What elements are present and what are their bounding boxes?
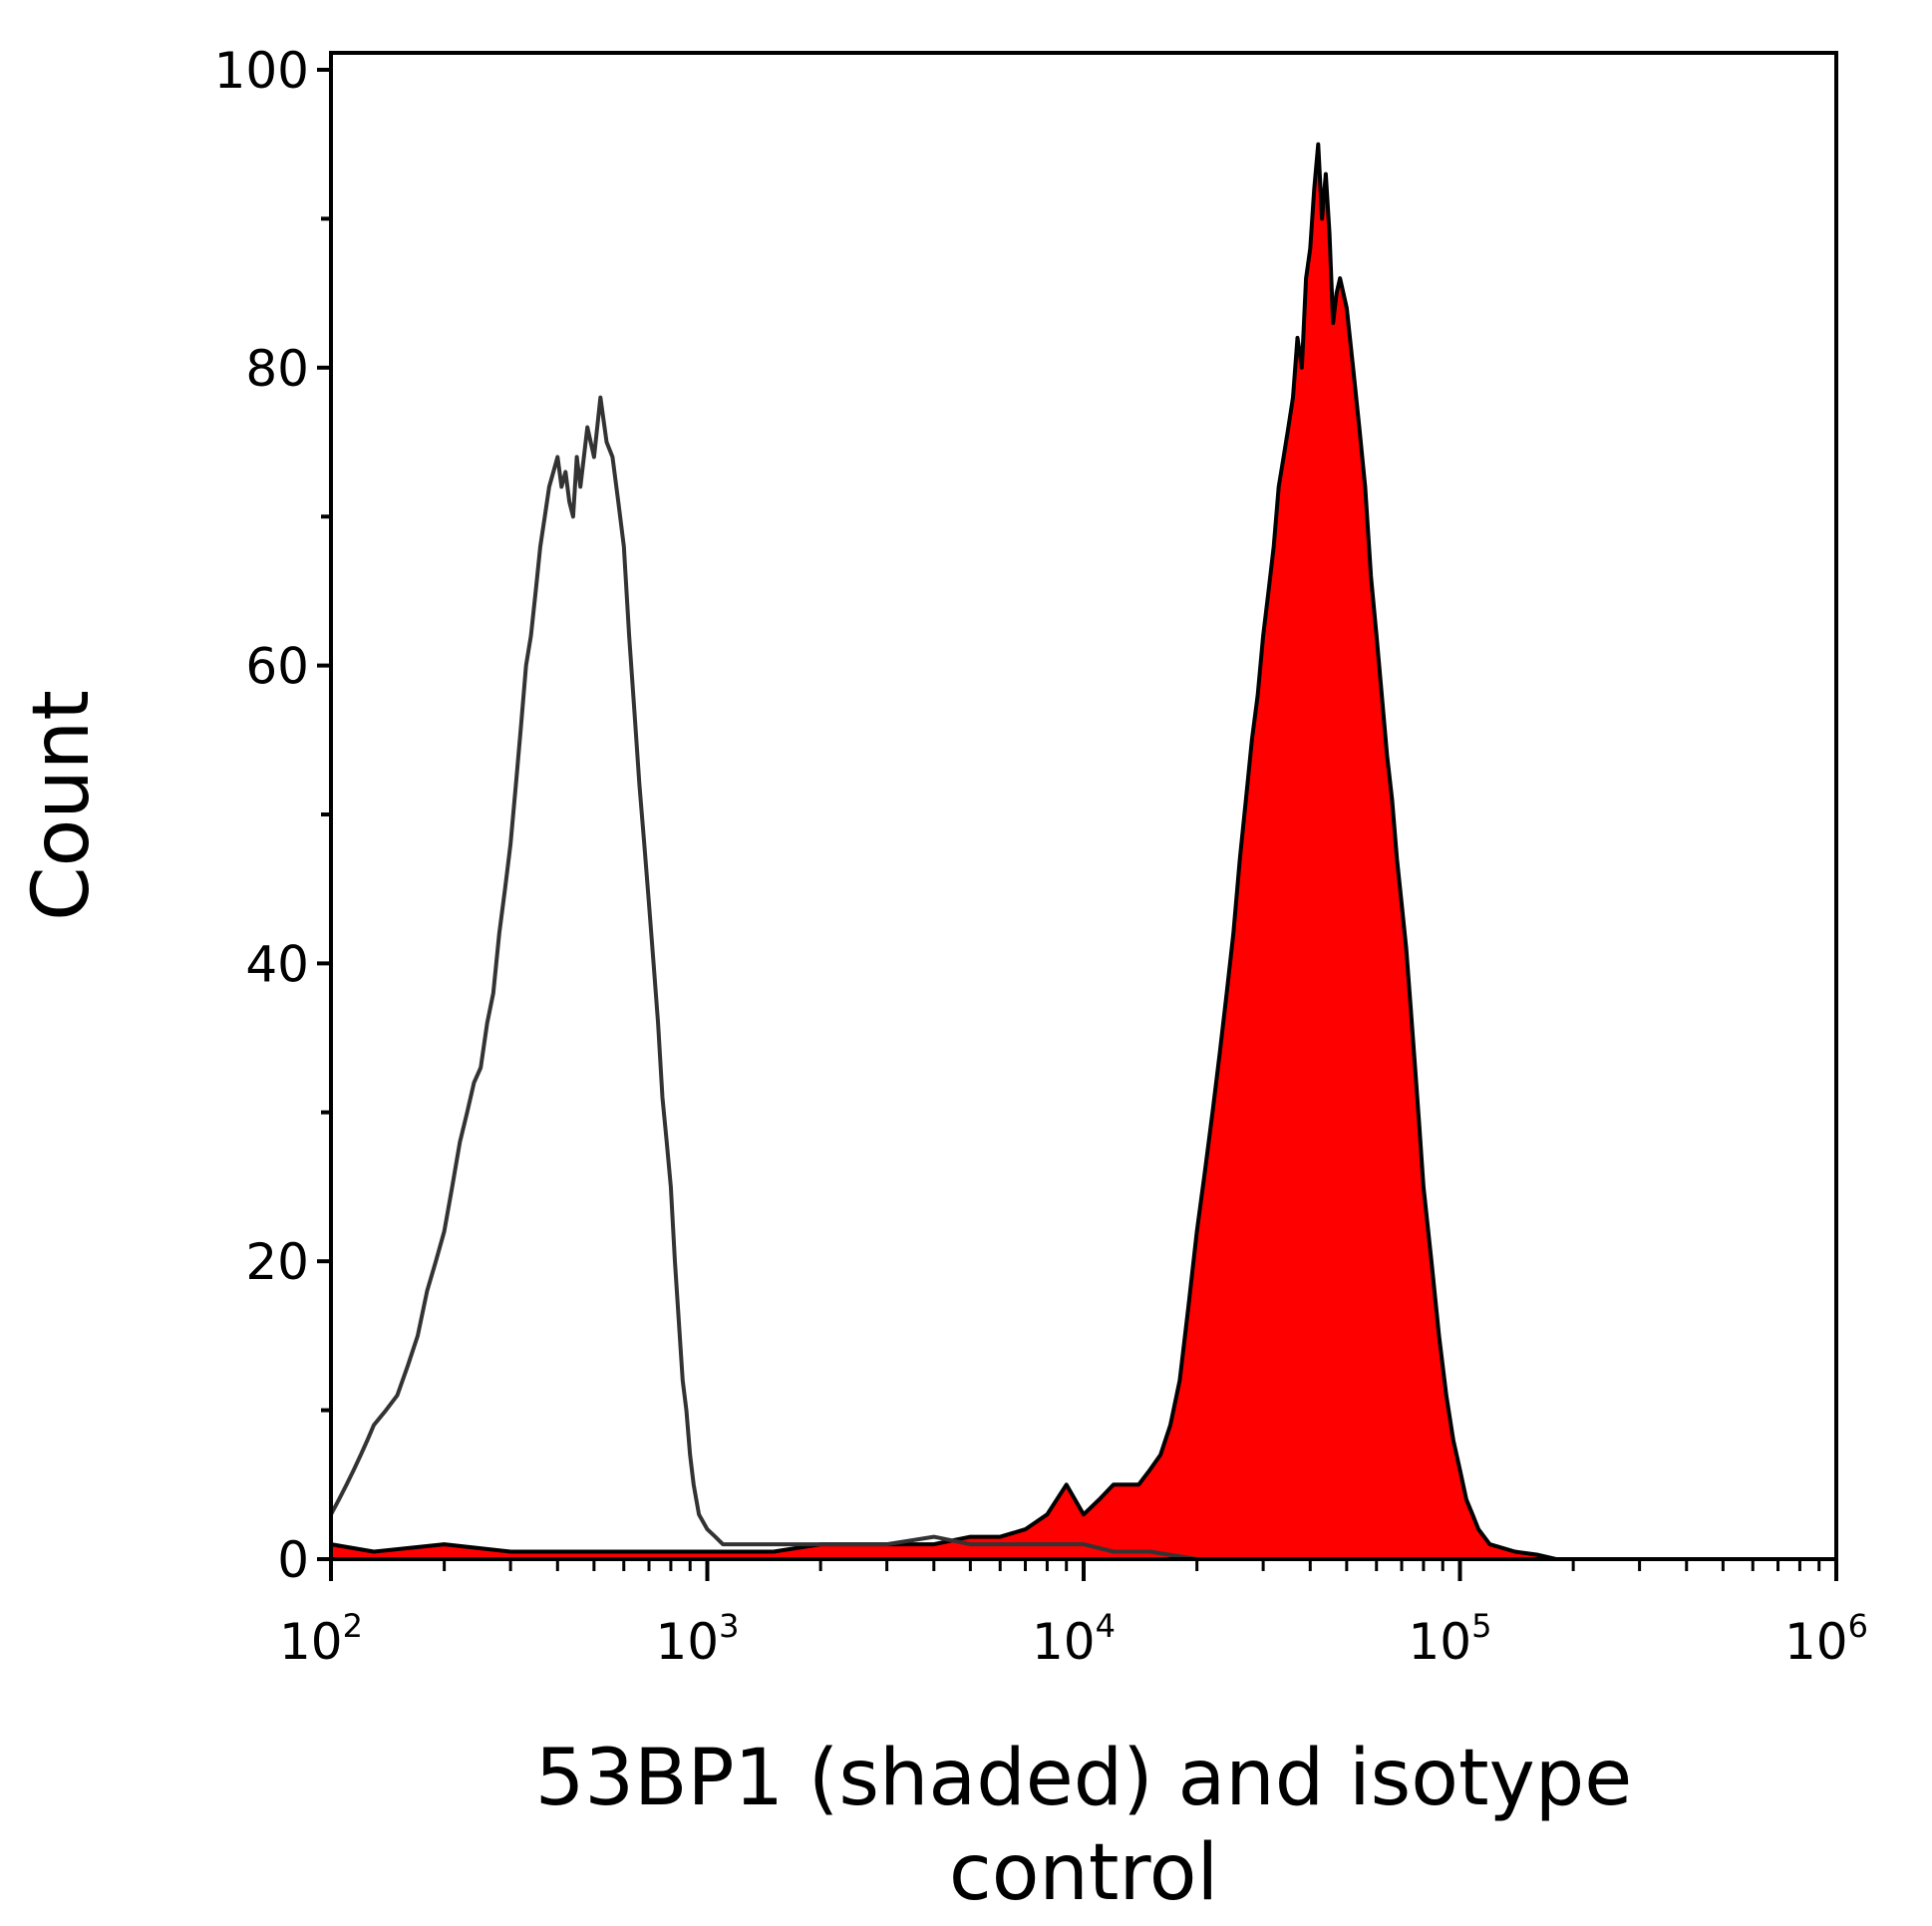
y-tick-label: 0	[277, 1531, 309, 1589]
y-tick-label: 20	[245, 1233, 309, 1291]
plot-frame	[329, 51, 1838, 1561]
x-tick-label: 102	[279, 1607, 363, 1671]
x-tick-label: 104	[1032, 1607, 1116, 1671]
y-tick-label: 40	[245, 935, 309, 993]
plot-area	[329, 142, 1836, 1561]
y-axis-title: Count	[17, 690, 107, 921]
y-tick-label: 100	[214, 42, 309, 100]
series-line-53bp1	[330, 142, 1836, 1561]
x-tick-label: 106	[1784, 1607, 1868, 1671]
x-tick-label: 103	[656, 1607, 740, 1671]
y-tick-label: 80	[245, 340, 309, 398]
x-axis: 102 103 104 105 106	[279, 1559, 1868, 1671]
series-fill-53bp1	[331, 144, 1836, 1560]
series-line-isotype-control	[329, 395, 1836, 1561]
x-axis-title-line1: 53BP1 (shaded) and isotype	[535, 1734, 1633, 1823]
x-tick-label: 105	[1409, 1607, 1492, 1671]
y-tick-label: 60	[245, 638, 309, 696]
x-axis-title-line2: control	[949, 1828, 1218, 1918]
y-axis: 0 20 40 60 80 100	[214, 42, 331, 1589]
